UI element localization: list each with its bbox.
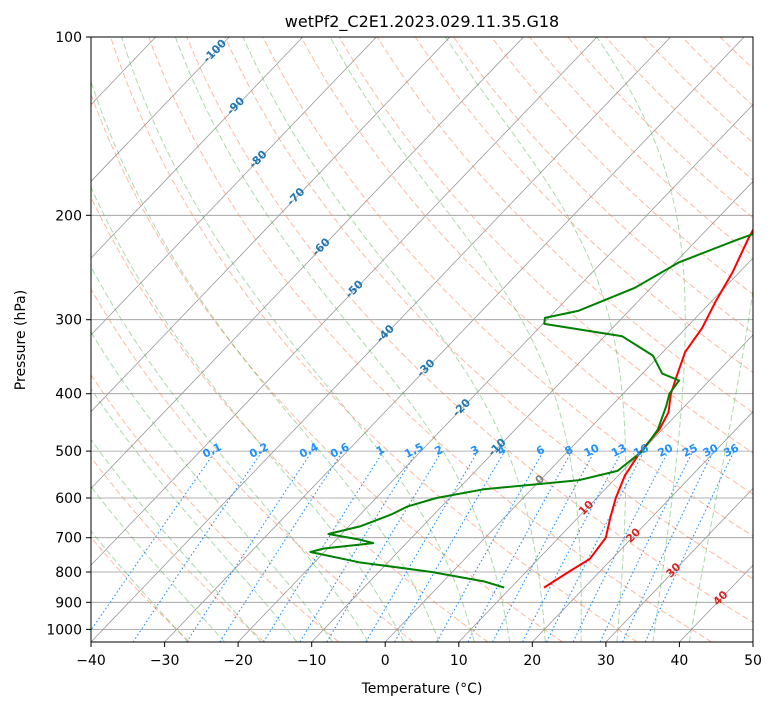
x-axis-ticks: −40 −30 −20 −10 0 10 20 30 40 50 xyxy=(76,642,762,669)
dry-adiabat-line xyxy=(262,37,753,537)
isotherm-line xyxy=(91,37,304,259)
isotherm-line xyxy=(91,37,671,642)
x-tick-label: −40 xyxy=(76,653,106,669)
moist-adiabat-line xyxy=(688,287,753,642)
x-tick-label: 20 xyxy=(523,653,541,669)
x-tick-label: 40 xyxy=(670,653,688,669)
y-tick-label: 800 xyxy=(55,565,82,581)
y-tick-label: 200 xyxy=(55,208,82,224)
dry-adiabat-line xyxy=(91,288,414,642)
dry-adiabat-line xyxy=(91,92,563,642)
moist-adiabats xyxy=(91,37,753,642)
mixing-ratio-label: 10 xyxy=(582,441,602,460)
isotherm-line xyxy=(605,487,753,642)
isotherm-line xyxy=(91,37,377,336)
dewpoint-profile xyxy=(309,232,753,589)
pressure-gridlines xyxy=(91,37,753,630)
dry-adiabat-line xyxy=(110,37,638,642)
mixing-ratio-line xyxy=(186,450,313,642)
dry-adiabat-line xyxy=(186,37,753,623)
moist-adiabat-line xyxy=(91,438,262,642)
mixing-ratio-line xyxy=(467,450,573,642)
dry-adiabat-line xyxy=(338,37,753,454)
isotherm-line xyxy=(458,334,753,642)
y-tick-label: 400 xyxy=(55,387,82,403)
y-tick-label: 700 xyxy=(55,531,82,547)
moist-adiabat-line xyxy=(329,37,582,642)
x-tick-label: −20 xyxy=(223,653,253,669)
dry-adiabat-line xyxy=(224,37,753,580)
x-tick-label: 0 xyxy=(381,653,390,669)
mixing-ratio-label: 13 xyxy=(609,441,629,460)
x-tick-label: 50 xyxy=(744,653,762,669)
mixing-ratio-label: 20 xyxy=(656,441,676,460)
moist-adiabat-line xyxy=(174,37,511,642)
dry-adiabat-line xyxy=(91,536,191,642)
moist-adiabat-line xyxy=(91,80,440,642)
mixing-ratio-label: 30 xyxy=(701,441,721,460)
isotherm-line xyxy=(91,37,524,490)
x-tick-label: 10 xyxy=(450,653,468,669)
dry-adiabat-line xyxy=(300,37,753,495)
moist-adiabat-line xyxy=(91,331,334,642)
mixing-ratio-line xyxy=(91,450,216,632)
isotherm-line xyxy=(237,103,753,642)
temperature-profile xyxy=(543,227,753,589)
mixing-ratio-line xyxy=(326,450,443,642)
profile-series xyxy=(309,227,753,589)
moist-adiabat-line xyxy=(91,485,225,642)
moist-adiabat-line xyxy=(242,37,546,642)
isotherm-line xyxy=(164,37,745,642)
isotherm-line xyxy=(532,411,753,642)
mixing-ratio-label: 36 xyxy=(721,441,741,460)
x-tick-label: −10 xyxy=(297,653,327,669)
isotherm-line xyxy=(91,37,598,566)
mixing-ratio-line xyxy=(546,450,645,642)
mixing-ratio-lines xyxy=(91,450,735,642)
chart-title: wetPf2_C2E1.2023.029.11.35.G18 xyxy=(285,12,559,32)
mixing-ratio-line xyxy=(572,450,669,642)
mixing-ratio-label: 16 xyxy=(631,441,651,460)
y-tick-label: 300 xyxy=(55,313,82,329)
y-tick-label: 600 xyxy=(55,491,82,507)
y-axis-ticks: 100 200 300 400 500 600 700 800 900 1000 xyxy=(46,30,91,638)
mixing-ratio-line xyxy=(492,450,596,642)
mixing-ratio-line xyxy=(436,450,544,642)
moist-adiabat-line xyxy=(91,530,189,642)
isotherm-line xyxy=(91,37,451,413)
mixing-ratio-line xyxy=(219,450,344,642)
y-axis-title: Pressure (hPa) xyxy=(13,290,29,390)
moist-adiabat-line xyxy=(91,387,298,642)
moist-adiabat-line xyxy=(91,186,405,642)
y-tick-label: 500 xyxy=(55,444,82,460)
dry-adiabat-line xyxy=(148,37,713,642)
y-tick-label: 900 xyxy=(55,595,82,611)
mixing-ratio-label: 25 xyxy=(680,441,700,460)
moist-adiabat-line xyxy=(444,37,627,642)
x-tick-label: 30 xyxy=(597,653,615,669)
x-tick-label: −30 xyxy=(150,653,180,669)
dry-adiabat-line xyxy=(491,37,753,295)
isotherm-line xyxy=(384,257,753,642)
mixing-ratio-line xyxy=(299,450,418,642)
mixing-ratio-line xyxy=(263,450,384,642)
isotherm-line xyxy=(91,37,230,182)
y-tick-label: 1000 xyxy=(46,622,82,638)
y-tick-label: 100 xyxy=(55,30,82,46)
plot-frame xyxy=(90,36,754,643)
moist-adiabat-line xyxy=(596,37,686,642)
moist-adiabat-line xyxy=(91,265,369,642)
dry-adiabat-line xyxy=(453,37,753,334)
dry-adiabat-line xyxy=(376,37,753,414)
mixing-ratio-line xyxy=(132,450,263,642)
x-axis-title: Temperature (°C) xyxy=(361,681,483,697)
dry-adiabat-line xyxy=(91,196,489,642)
